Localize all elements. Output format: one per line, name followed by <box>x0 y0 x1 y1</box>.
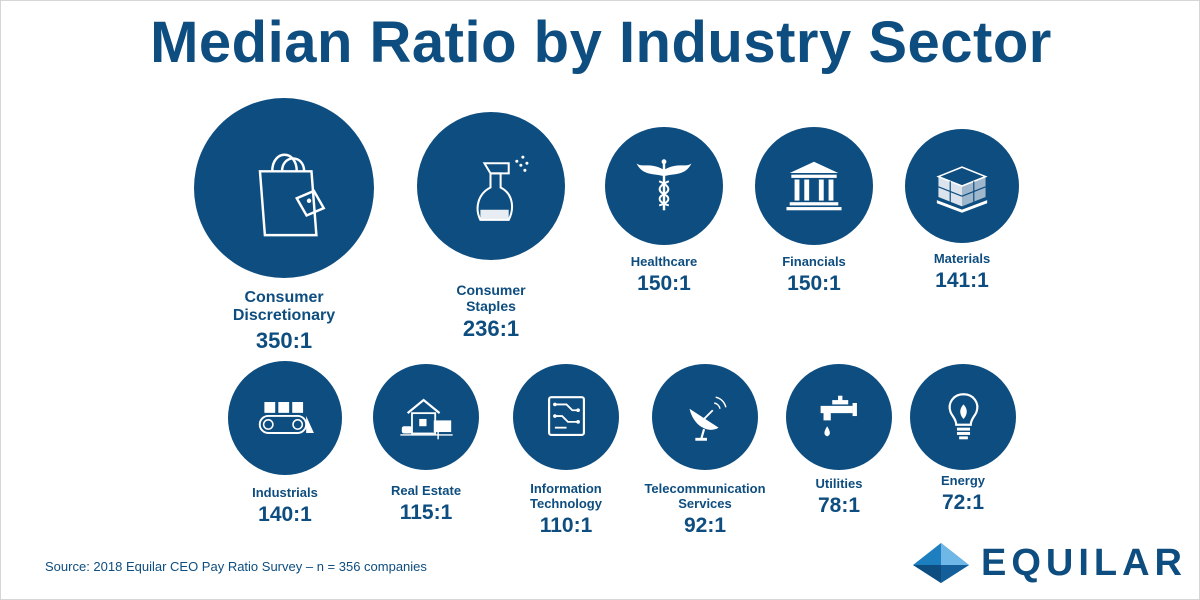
bubble-industrials <box>228 361 342 475</box>
ratio-value: 141:1 <box>935 268 989 292</box>
sector-name: Financials <box>782 254 846 269</box>
ratio-value: 150:1 <box>637 271 691 295</box>
ratio-value: 72:1 <box>941 490 985 514</box>
sector-name: Materials <box>933 251 991 266</box>
bubble-consumer-staples <box>417 112 565 260</box>
equilar-logo: EQUILAR <box>911 541 1187 585</box>
sector-name: Discretionary <box>232 307 336 325</box>
sector-name: Services <box>678 495 732 511</box>
source-note: Source: 2018 Equilar CEO Pay Ratio Surve… <box>45 559 427 574</box>
sector-name: Consumer <box>244 289 324 306</box>
bubble-telecommunication-services <box>652 364 758 470</box>
logo-text: EQUILAR <box>981 541 1187 584</box>
sector-label: Industrials 140:1 <box>195 485 375 527</box>
ratio-value: 92:1 <box>683 513 727 537</box>
sector-name: Technology <box>530 495 602 511</box>
sector-name: Staples <box>466 298 516 315</box>
bubble-financials <box>755 127 873 245</box>
sector-label: Healthcare 150:1 <box>574 254 754 296</box>
sector-name: Telecommunication <box>644 481 766 496</box>
sector-label: Information Technology 110:1 <box>476 481 656 538</box>
light-bulb-icon <box>948 392 978 439</box>
house-for-sale-icon <box>399 398 453 439</box>
sector-label: Real Estate 115:1 <box>336 483 516 525</box>
sector-name: Industrials <box>252 485 318 500</box>
ratio-value: 350:1 <box>255 327 313 353</box>
sector-name: Healthcare <box>630 254 698 269</box>
water-faucet-icon <box>820 395 857 436</box>
sector-label: Financials 150:1 <box>724 254 904 296</box>
sector-name: Information <box>530 481 602 496</box>
conveyor-belt-icon <box>259 402 315 435</box>
ratio-value: 236:1 <box>462 316 520 342</box>
bubble-information-technology <box>513 364 619 470</box>
shopping-bag-icon <box>258 153 325 236</box>
bubble-materials <box>904 128 1020 244</box>
sector-label: Energy 72:1 <box>873 473 1053 515</box>
ratio-value: 110:1 <box>539 513 593 537</box>
satellite-dish-icon <box>689 395 727 441</box>
sector-label: Consumer Discretionary 350:1 <box>194 289 374 353</box>
chart-title: Median Ratio by Industry Sector <box>150 10 1052 75</box>
sector-label: Utilities 78:1 <box>749 476 929 518</box>
spray-bottle-icon <box>477 156 529 222</box>
bubble-real-estate <box>373 364 479 470</box>
bubble-consumer-discretionary <box>194 98 374 278</box>
sector-label: Telecommunication Services 92:1 <box>615 481 795 538</box>
sector-label: Consumer Staples 236:1 <box>401 282 581 341</box>
bank-building-icon <box>786 161 842 211</box>
ratio-value: 78:1 <box>817 493 861 517</box>
ratio-value: 115:1 <box>399 500 453 524</box>
bubble-healthcare <box>605 127 723 245</box>
sector-name: Energy <box>940 473 986 488</box>
sector-name: Consumer <box>456 282 526 298</box>
sector-name: Real Estate <box>390 483 462 498</box>
sector-label: Materials 141:1 <box>872 251 1052 293</box>
bubble-energy <box>910 364 1016 470</box>
diamond-logo-icon <box>913 543 969 583</box>
pallet-boxes-icon <box>936 166 988 213</box>
ratio-value: 140:1 <box>258 502 312 526</box>
circuit-chip-icon <box>547 395 585 436</box>
bubble-utilities <box>786 364 892 470</box>
caduceus-icon <box>636 159 692 211</box>
ratio-value: 150:1 <box>787 271 841 295</box>
sector-name: Utilities <box>815 476 863 491</box>
